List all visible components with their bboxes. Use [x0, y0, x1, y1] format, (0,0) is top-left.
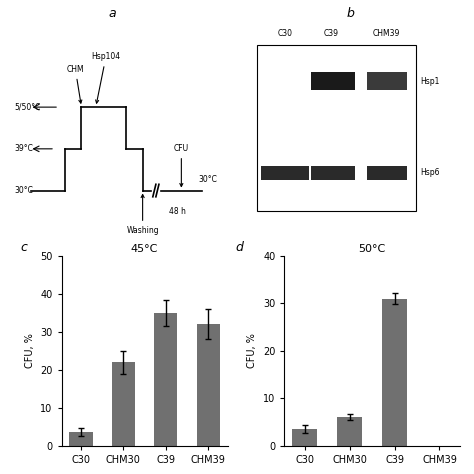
- Title: 50°C: 50°C: [358, 244, 386, 254]
- Text: d: d: [235, 241, 243, 254]
- Text: Hsp1: Hsp1: [420, 77, 440, 85]
- Text: 30°C: 30°C: [199, 175, 217, 184]
- Bar: [311, 165, 355, 180]
- Text: Washing: Washing: [126, 194, 159, 235]
- Y-axis label: CFU, %: CFU, %: [25, 333, 35, 368]
- Text: CHM39: CHM39: [373, 29, 400, 38]
- Title: 45°C: 45°C: [131, 244, 158, 254]
- Text: 48 h: 48 h: [169, 207, 186, 216]
- Text: C39: C39: [323, 29, 338, 38]
- Text: CFU: CFU: [174, 144, 189, 187]
- Bar: [367, 72, 407, 91]
- Bar: [69, 432, 92, 446]
- Bar: [337, 417, 362, 446]
- Bar: [154, 313, 177, 446]
- Text: 39°C: 39°C: [14, 145, 33, 153]
- Text: 30°C: 30°C: [14, 186, 33, 195]
- Bar: [311, 72, 355, 91]
- Text: 5/50°C: 5/50°C: [14, 103, 41, 111]
- Bar: [367, 165, 407, 180]
- Y-axis label: CFU, %: CFU, %: [247, 333, 257, 368]
- Text: c: c: [20, 241, 27, 254]
- Bar: [112, 362, 135, 446]
- Text: Hsp104: Hsp104: [91, 52, 120, 103]
- Text: b: b: [347, 7, 355, 19]
- Bar: [257, 45, 417, 211]
- Bar: [382, 299, 407, 446]
- Text: C30: C30: [278, 29, 292, 38]
- Bar: [261, 165, 309, 180]
- Text: a: a: [108, 7, 116, 19]
- Text: CHM: CHM: [66, 65, 84, 103]
- Bar: [197, 324, 220, 446]
- Text: Hsp6: Hsp6: [420, 168, 440, 177]
- Bar: [292, 429, 317, 446]
